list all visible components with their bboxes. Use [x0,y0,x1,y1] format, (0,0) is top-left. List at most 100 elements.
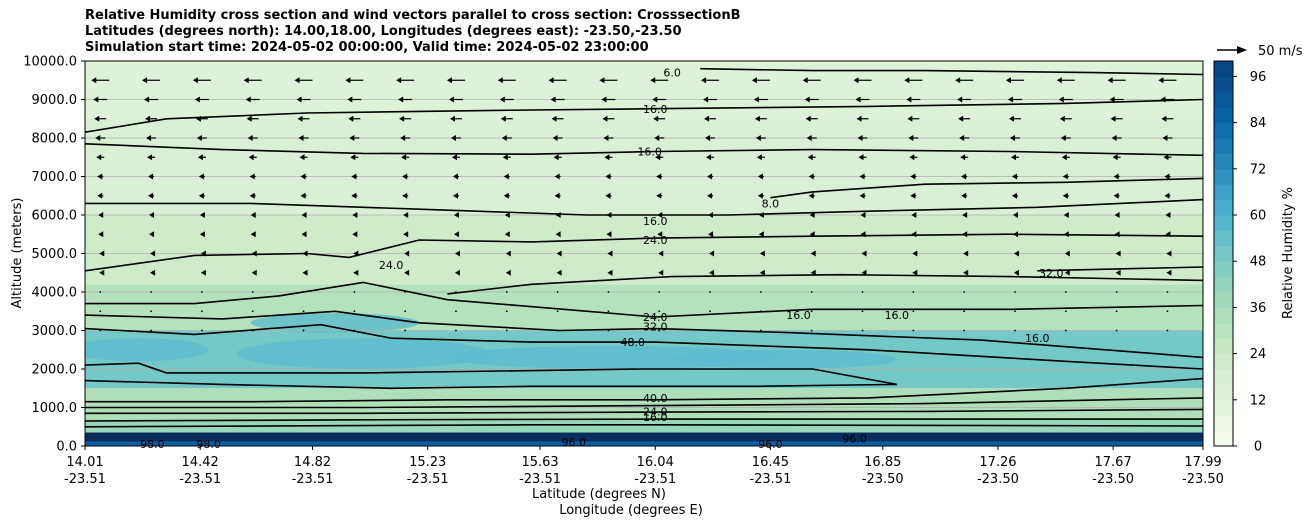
wind-vector-head [859,173,865,180]
wind-vector-head [1115,269,1121,276]
wind-vector-head [200,269,206,276]
contour-line-13 [85,397,1203,409]
wind-vector-head [1063,231,1069,238]
wind-vector-head [302,250,308,257]
contour-line-5 [85,233,1203,272]
x-tick-label-lon: -23.50 [862,472,904,487]
colorbar-tick-label: 0 [1254,440,1262,455]
wind-vector-head [353,250,359,257]
wind-vector [759,291,762,293]
colorbar-band [1214,245,1233,262]
colorbar-band [1214,199,1233,216]
wind-vector-head [199,231,205,238]
colorbar-band [1214,322,1233,339]
wind-vector-head [599,77,605,84]
wind-vector-head [555,212,561,218]
wind-vector-head [250,231,256,238]
contour-line-8 [85,281,1203,318]
wind-vector [810,291,813,293]
y-tick-label: 1000.0 [32,401,78,416]
wind-vector-head [198,173,204,180]
wind-vector-head [505,250,511,257]
contour-label: 6.0 [663,67,681,80]
wind-vector-head [962,231,968,238]
chart-title-line-1: Relative Humidity cross section and wind… [85,8,741,23]
wind-vector-head [402,173,408,180]
wind-vector-head [249,173,255,180]
wind-vector-head [1113,192,1119,199]
wind-vector-head [555,231,561,238]
wind-vector-head [551,115,557,122]
x-axis-label: Latitude (degrees N) [532,487,666,502]
wind-vector-head [97,173,103,180]
wind-vector-head [858,154,864,161]
wind-vector-head [1164,173,1170,180]
wind-vector [200,291,203,293]
wind-vector [607,329,610,332]
x-tick-label-lat: 16.04 [637,455,674,470]
wind-vector-head [756,154,762,161]
rh-moist-pocket-3 [672,349,897,369]
wind-vector-head [402,192,408,199]
wind-vector-head [403,231,409,238]
wind-vector-head [94,115,100,122]
colorbar-band [1214,415,1233,432]
colorbar-band [1214,369,1233,385]
wind-vector-head [250,212,256,218]
wind-vector-head [1012,212,1018,218]
wind-vector-head [1061,154,1067,161]
colorbar-tick-label: 24 [1250,347,1267,362]
wind-key-arrow-head [1237,46,1247,54]
wind-vector [251,329,254,332]
wind-vector-head [1005,77,1011,84]
contour-label: 24.0 [643,405,668,418]
wind-vector-head [198,192,204,199]
wind-vector-head [550,96,556,103]
wind-vector [709,329,711,332]
wind-vector-head [655,154,661,161]
contour-label: 16.0 [1025,332,1050,345]
wind-vector-head [552,135,558,141]
wind-vector-head [505,269,511,276]
wind-vector-head [404,250,410,257]
wind-vector [1115,310,1118,313]
wind-vector-head [1166,250,1172,257]
wind-vector [1014,291,1016,293]
wind-vector-head [91,77,97,84]
wind-vector [556,329,559,332]
wind-vector-head [855,96,861,103]
wind-vector-head [502,154,508,161]
wind-vector-head [350,154,356,161]
wind-vector [709,310,711,313]
wind-vector [963,329,966,332]
wind-vector-head [1059,115,1065,122]
colorbar: 0 12 24 36 48 60 72 84 96 [1213,60,1267,455]
chart-title-line-3: Simulation start time: 2024-05-02 00:00:… [85,40,649,55]
x-tick-label-lat: 14.01 [66,455,103,470]
wind-vector-head [910,192,916,199]
wind-vector-head [1163,154,1169,161]
colorbar-tick-label: 12 [1250,393,1267,408]
contour-label: 24.0 [643,234,668,247]
contour-label: 16.0 [885,309,910,322]
wind-vector-head [404,269,410,276]
wind-vector [963,291,966,293]
wind-vector-head [904,77,910,84]
colorbar-band [1214,122,1233,139]
wind-vector-head [757,173,763,180]
wind-vector-head [657,231,663,238]
wind-vector-head [809,231,815,238]
wind-vector-head [147,154,153,161]
contour-label: 16.0 [643,215,668,228]
wind-vector-head [1011,192,1017,199]
colorbar-band [1214,91,1233,108]
wind-vector-head [345,77,351,84]
contour-label: 98.0 [140,438,165,451]
contour-label: 40.0 [643,392,668,405]
wind-vector-head [554,173,560,180]
x-tick-label-lat: 16.85 [864,455,901,470]
contour-lines [85,67,1203,428]
colorbar-band [1214,76,1233,93]
wind-vector-head [653,115,659,122]
wind-vector-head [1064,250,1070,257]
